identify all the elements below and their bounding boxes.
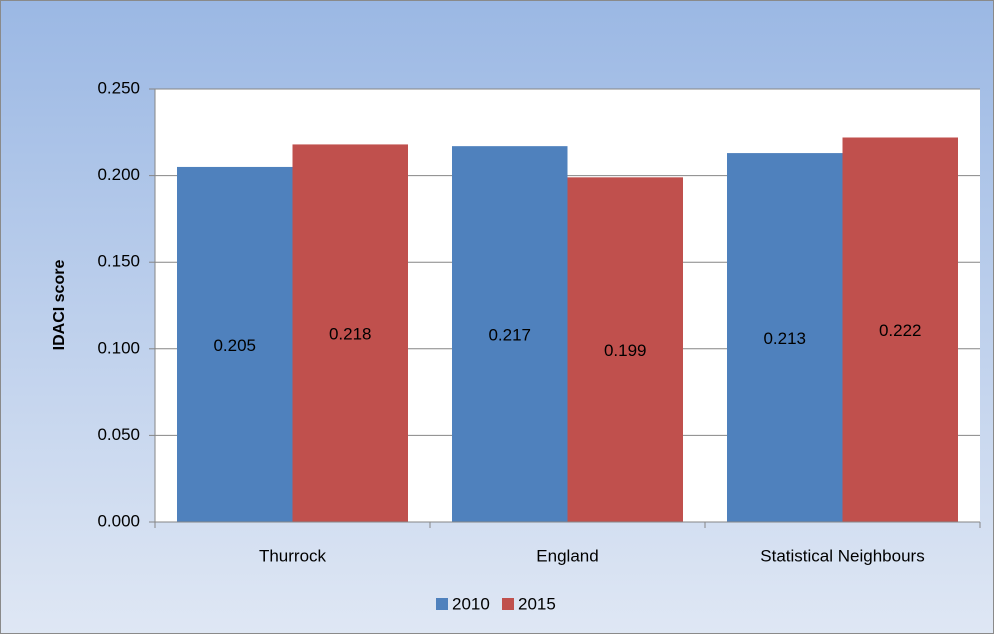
- y-tick-label: 0.200: [97, 165, 140, 184]
- data-label: 0.213: [763, 329, 806, 348]
- bar: [177, 166, 293, 522]
- x-tick-label: England: [536, 546, 598, 565]
- bar: [452, 146, 568, 522]
- y-tick-label: 0.000: [97, 511, 140, 530]
- legend-label: 2015: [518, 594, 556, 613]
- data-label: 0.218: [329, 325, 372, 344]
- y-tick-label: 0.150: [97, 252, 140, 271]
- y-tick-label: 0.250: [97, 78, 140, 97]
- x-tick-label: Statistical Neighbours: [760, 546, 924, 565]
- data-label: 0.205: [213, 336, 256, 355]
- legend-label: 2010: [452, 594, 490, 613]
- data-label: 0.222: [879, 321, 922, 340]
- x-tick-label: Thurrock: [259, 546, 327, 565]
- y-tick-label: 0.100: [97, 338, 140, 357]
- bar: [292, 144, 408, 522]
- legend-swatch: [436, 598, 448, 610]
- legend-swatch: [502, 598, 514, 610]
- bar: [567, 177, 683, 522]
- bar: [727, 153, 843, 523]
- data-label: 0.217: [488, 326, 531, 345]
- data-label: 0.199: [604, 341, 647, 360]
- bar: [842, 137, 958, 522]
- y-tick-label: 0.050: [97, 425, 140, 444]
- y-axis-title: IDACI score: [51, 260, 68, 351]
